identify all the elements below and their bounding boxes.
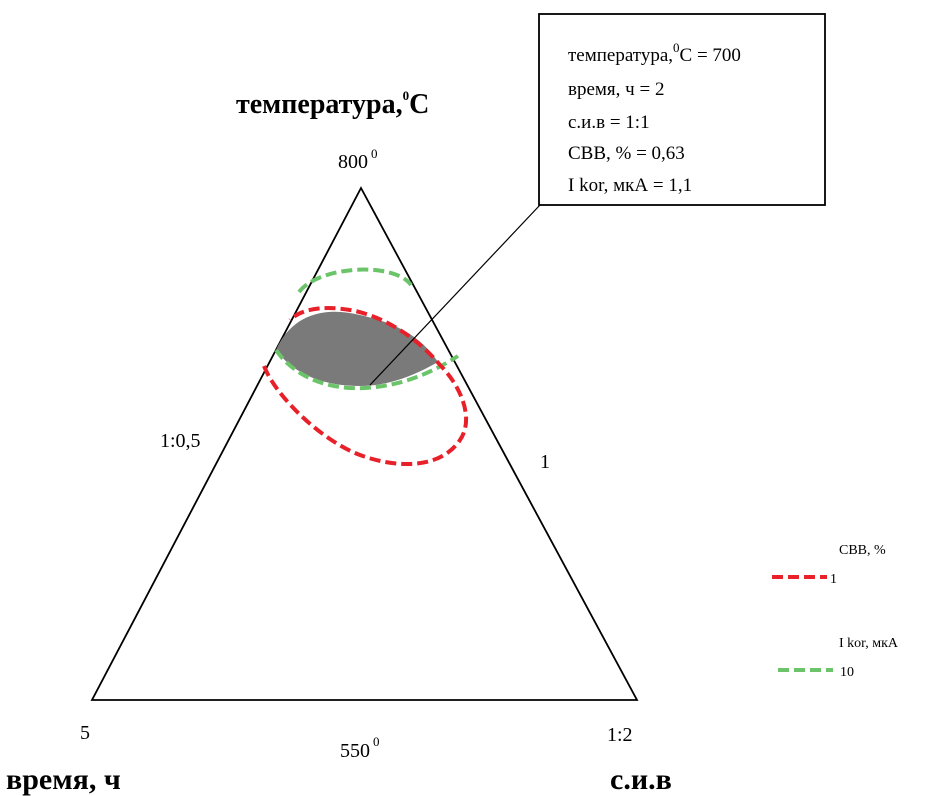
contour-svv-1 (262, 306, 469, 466)
callout-line-1: температура,0С = 700 (568, 40, 741, 66)
tick-label-800: 800 0 (338, 146, 378, 173)
tick-label-left-corner: 5 (80, 722, 90, 744)
ternary-triangle (90, 186, 639, 701)
callout-leader-line (369, 204, 541, 386)
callout-box (538, 13, 826, 206)
axis-title-time: время, ч (6, 763, 121, 796)
axis-title-temperature: температура,0C (236, 88, 429, 120)
callout-line-5: I kor, мкА = 1,1 (568, 175, 692, 196)
legend-title-svv: СВВ, % (839, 543, 886, 558)
contour-i-kor-10-lower (274, 348, 460, 391)
callout-line-2: время, ч = 2 (568, 79, 664, 100)
legend-label-ikor: 10 (840, 665, 854, 680)
legend-label-svv: 1 (830, 572, 837, 587)
tick-label-left-side: 1:0,5 (160, 430, 201, 452)
feasible-region (276, 311, 438, 386)
legend: СВВ, % 1 I kor, мкА 10 (772, 543, 899, 680)
callout-line-4: СВВ, % = 0,63 (568, 143, 685, 164)
tick-label-right-corner: 1:2 (607, 724, 633, 746)
tick-label-right-side: 1 (540, 451, 550, 473)
legend-title-ikor: I kor, мкА (839, 636, 899, 651)
callout-line-3: с.и.в = 1:1 (568, 112, 650, 133)
axis-title-ratio: с.и.в (610, 763, 672, 796)
tick-label-550: 550 0 (340, 734, 380, 762)
